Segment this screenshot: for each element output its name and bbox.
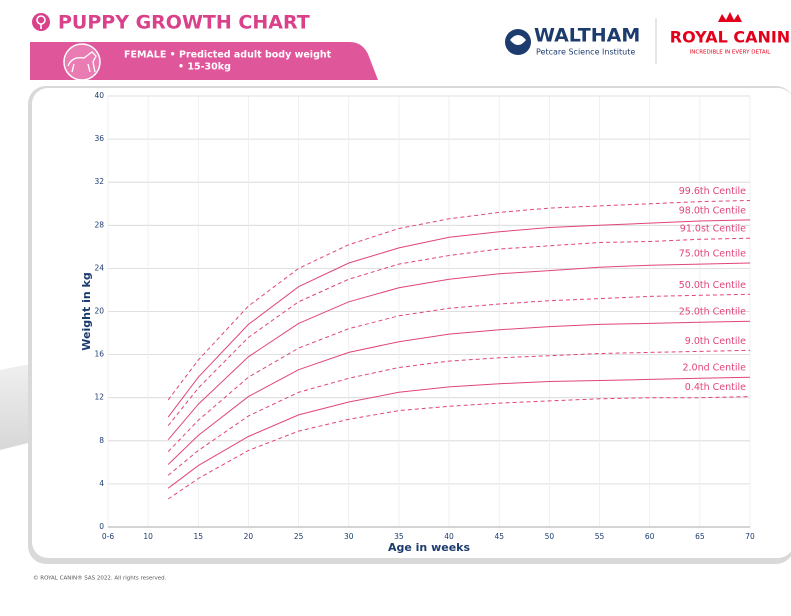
centile-line (167, 396, 751, 500)
footer: © ROYAL CANIN® SAS 2022. All rights rese… (33, 575, 167, 582)
banner (30, 42, 378, 80)
x-tick-label: 15 (194, 532, 204, 541)
x-tick-label: 20 (244, 532, 254, 541)
centile-line (167, 200, 751, 401)
x-tick-label: 0-6 (102, 532, 114, 541)
legend-label: 9.0th Centile (685, 336, 746, 347)
dog-icon (63, 43, 101, 81)
page-title: PUPPY GROWTH CHART (58, 12, 310, 34)
crown (718, 12, 742, 22)
subtitle: FEMALE • Predicted adult body weight (124, 50, 332, 61)
x-tick-label: 55 (595, 532, 605, 541)
legend-label: 98.0th Centile (679, 205, 746, 216)
plot: 0 4 8 12 16 20 24 28 32 36 40 0-6 10 15 20 25 30 35 40 45 50… (80, 91, 755, 554)
y-tick-label: 32 (94, 177, 104, 186)
subtitle: • 15-30kg (178, 62, 231, 73)
y-tick-label: 8 (99, 436, 104, 445)
x-tick-label: 45 (494, 532, 504, 541)
x-tick-label: 35 (394, 532, 404, 541)
legend-label: 91.0st Centile (680, 224, 746, 235)
x-tick-label: 30 (344, 532, 354, 541)
y-tick-label: 36 (94, 134, 104, 143)
legend-label: 2.0nd Centile (682, 363, 746, 374)
centile-line (167, 320, 751, 465)
x-tick-label: 40 (444, 532, 454, 541)
waltham-logo-text: WALTHAM (534, 25, 640, 47)
centile-line (167, 237, 751, 427)
y-tick-label: 4 (99, 479, 104, 488)
royal-canin-logo: ROYAL CANIN (670, 28, 790, 47)
waltham-logo-sub: Petcare Science Institute (536, 48, 635, 57)
x-tick-label: 70 (745, 532, 755, 541)
waltham-logo (510, 35, 526, 45)
y-tick-label: 0 (99, 522, 104, 531)
y-tick-label: 40 (94, 91, 104, 100)
x-tick-label: 65 (695, 532, 705, 541)
y-tick-label: 12 (94, 393, 104, 402)
y-tick-label: 16 (94, 350, 104, 359)
centile-line (167, 293, 751, 452)
legend-label: 75.0th Centile (679, 249, 746, 260)
x-tick-label: 10 (143, 532, 153, 541)
legend-label: 25.0th Centile (679, 307, 746, 318)
x-tick-label: 25 (294, 532, 304, 541)
legend-label: 50.0th Centile (679, 280, 746, 291)
x-axis-label: Age in weeks (388, 541, 471, 554)
y-tick-label: 28 (94, 220, 104, 229)
royal-canin-sub: INCREDIBLE IN EVERY DETAIL (690, 50, 772, 56)
centile-line (167, 219, 751, 418)
centile-line (167, 376, 751, 489)
dog-icon (67, 51, 97, 73)
y-tick-label: 24 (94, 263, 104, 272)
y-tick-label: 20 (94, 307, 104, 316)
y-axis-label: Weight in kg (80, 272, 93, 350)
centile-line (167, 349, 751, 476)
x-tick-label: 50 (545, 532, 555, 541)
legend-label: 99.6th Centile (679, 186, 746, 197)
legend-label: 0.4th Centile (685, 382, 746, 393)
x-tick-label: 60 (645, 532, 655, 541)
centile-line (167, 262, 751, 441)
female-icon (32, 13, 50, 31)
